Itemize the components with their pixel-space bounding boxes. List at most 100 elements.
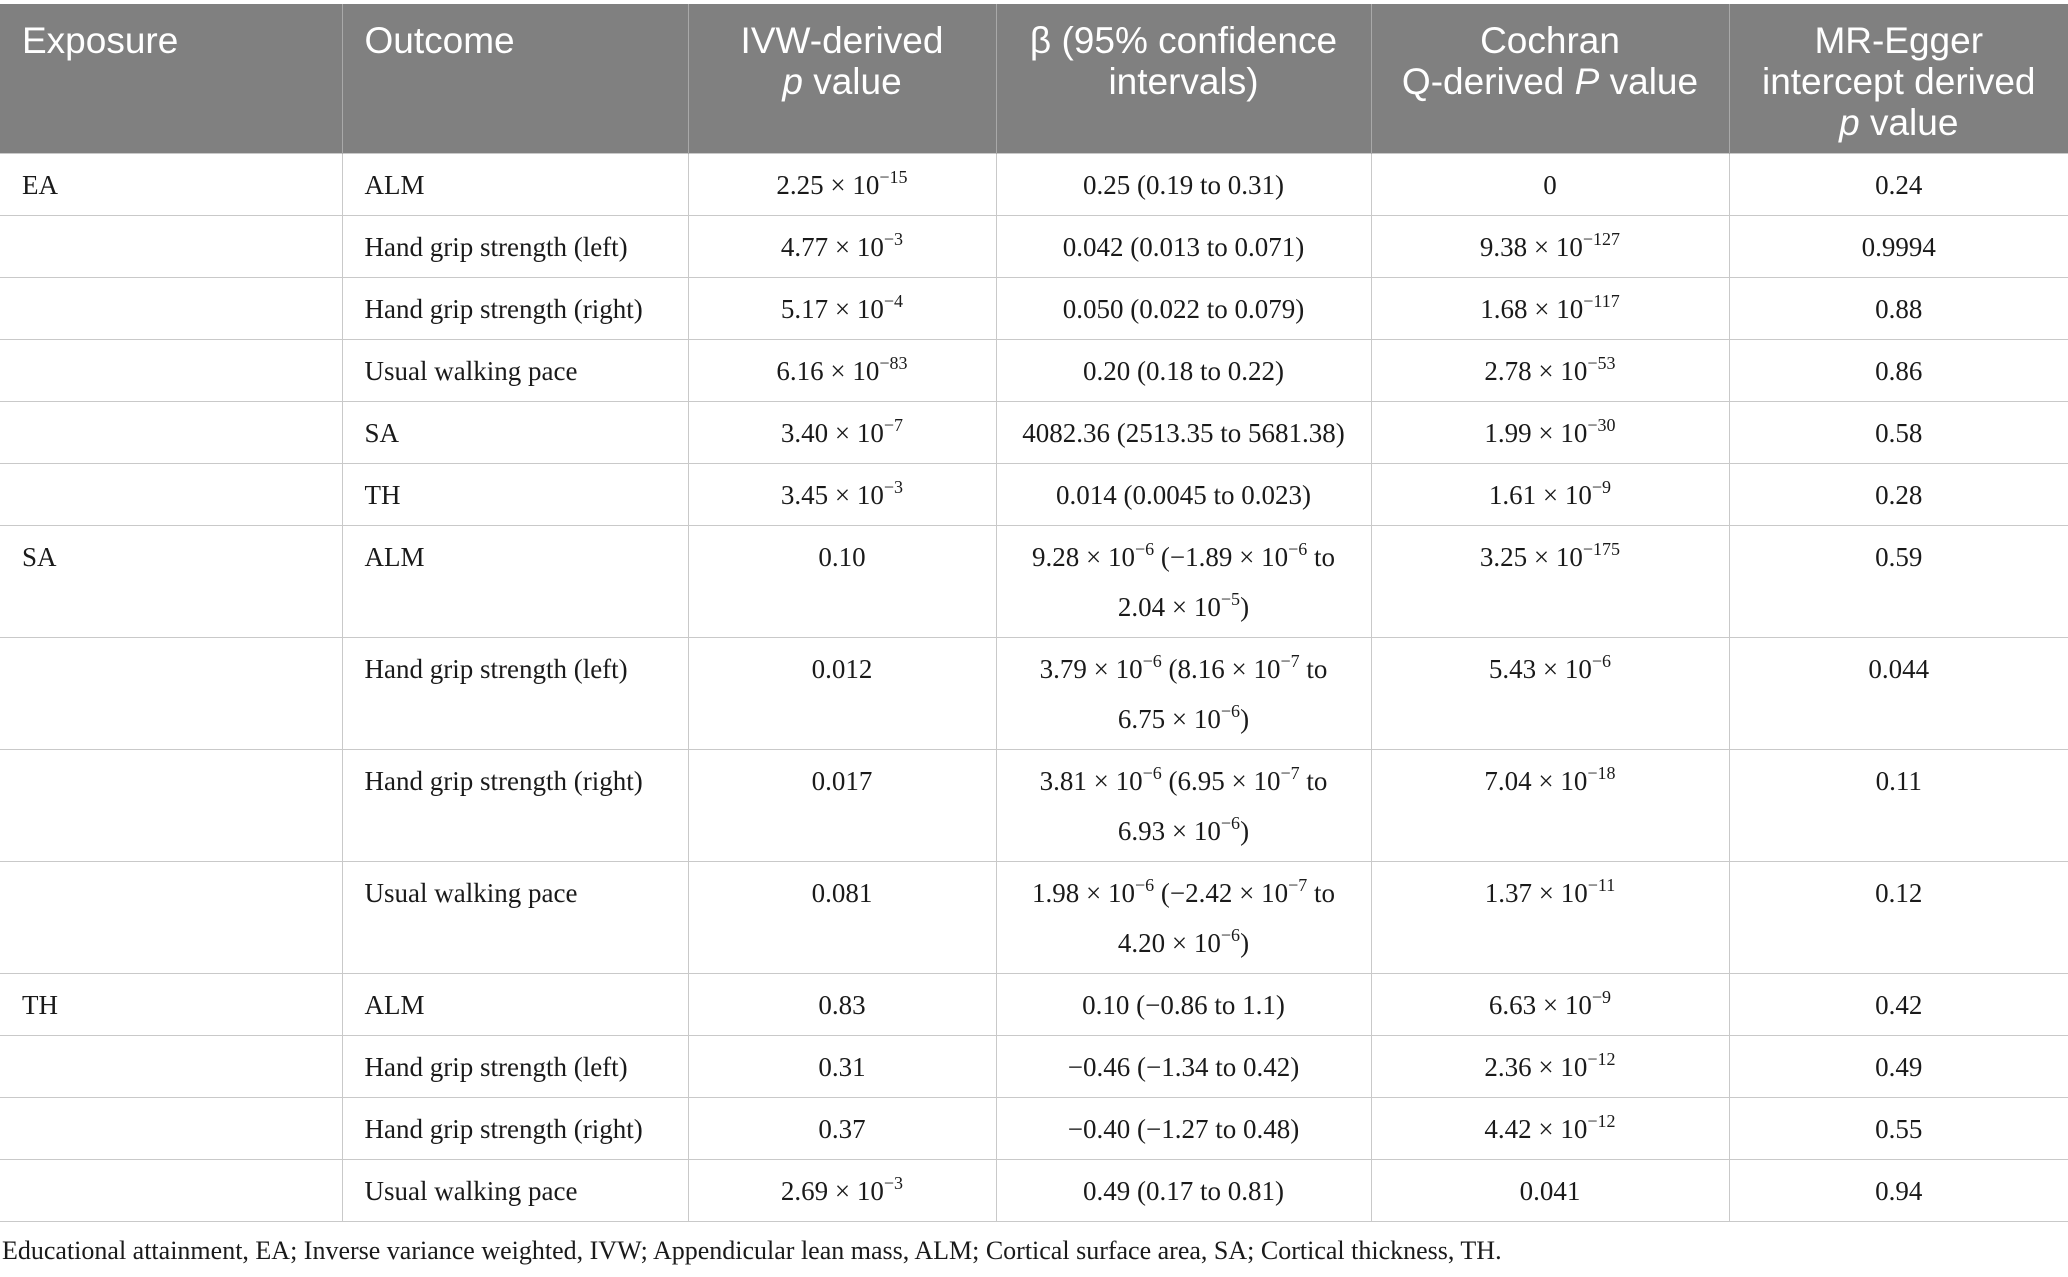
table-row: Usual walking pace 2.69 × 10−3 0.49 (0.17 … <box>0 1159 2068 1222</box>
table-row: Hand grip strength (right) 0.017 3.81 × 10… <box>0 749 2068 862</box>
cell-outcome: SA <box>341 401 688 464</box>
cell-beta-ci: 0.050 (0.022 to 0.079) <box>995 277 1371 340</box>
cell-cochran-p: 3.25 × 10−175 <box>1370 525 1729 638</box>
cell-exposure <box>0 463 342 526</box>
table-row: EA ALM 2.25 × 10−15 0.25 (0.19 to 0.31) 0 0.2… <box>0 153 2068 216</box>
cell-beta-ci: 0.042 (0.013 to 0.071) <box>995 215 1371 278</box>
table-row: Hand grip strength (left) 0.012 3.79 × 10−… <box>0 637 2068 750</box>
cell-ivw-p: 5.17 × 10−4 <box>687 277 996 340</box>
cell-exposure <box>0 1035 342 1098</box>
cell-egger-p: 0.55 <box>1728 1097 2068 1160</box>
cell-beta-ci: 0.014 (0.0045 to 0.023) <box>995 463 1371 526</box>
cell-beta-ci: −0.46 (−1.34 to 0.42) <box>995 1035 1371 1098</box>
header-beta: β (95% confidence intervals) <box>995 4 1371 154</box>
cell-egger-p: 0.86 <box>1728 339 2068 402</box>
table-row: Hand grip strength (left) 4.77 × 10−3 0.04… <box>0 215 2068 278</box>
cell-cochran-p: 1.68 × 10−117 <box>1370 277 1729 340</box>
cell-outcome: Hand grip strength (right) <box>341 277 688 340</box>
cell-egger-p: 0.12 <box>1728 861 2068 974</box>
table-row: Hand grip strength (right) 0.37 −0.40 (−1.… <box>0 1097 2068 1160</box>
cell-cochran-p: 1.37 × 10−11 <box>1370 861 1729 974</box>
cell-egger-p: 0.044 <box>1728 637 2068 750</box>
table-row: TH 3.45 × 10−3 0.014 (0.0045 to 0.023) 1.61… <box>0 463 2068 526</box>
cell-beta-ci: 3.79 × 10−6 (8.16 × 10−7 to 6.75 × 10−6) <box>995 637 1371 750</box>
table-row: Hand grip strength (left) 0.31 −0.46 (−1.3… <box>0 1035 2068 1098</box>
header-ivw: IVW-derived p value <box>687 4 996 154</box>
cell-ivw-p: 0.10 <box>687 525 996 638</box>
cell-egger-p: 0.94 <box>1728 1159 2068 1222</box>
header-cochran-line2: Q-derived P value <box>1401 61 1699 102</box>
cell-exposure <box>0 401 342 464</box>
cell-ivw-p: 0.012 <box>687 637 996 750</box>
cell-beta-ci: 0.20 (0.18 to 0.22) <box>995 339 1371 402</box>
cell-beta-ci: −0.40 (−1.27 to 0.48) <box>995 1097 1371 1160</box>
cell-exposure <box>0 749 342 862</box>
cell-beta-ci: 4082.36 (2513.35 to 5681.38) <box>995 401 1371 464</box>
cell-egger-p: 0.28 <box>1728 463 2068 526</box>
cell-cochran-p: 2.36 × 10−12 <box>1370 1035 1729 1098</box>
cell-ivw-p: 2.25 × 10−15 <box>687 153 996 216</box>
cell-exposure <box>0 277 342 340</box>
cell-outcome: TH <box>341 463 688 526</box>
cell-cochran-p: 2.78 × 10−53 <box>1370 339 1729 402</box>
table-footnote: Educational attainment, EA; Inverse vari… <box>2 1236 1502 1265</box>
cell-beta-ci: 0.25 (0.19 to 0.31) <box>995 153 1371 216</box>
cell-ivw-p: 0.017 <box>687 749 996 862</box>
cell-cochran-p: 9.38 × 10−127 <box>1370 215 1729 278</box>
cell-beta-ci: 1.98 × 10−6 (−2.42 × 10−7 to 4.20 × 10−6) <box>995 861 1371 974</box>
header-exposure: Exposure <box>0 4 342 154</box>
cell-beta-ci: 0.10 (−0.86 to 1.1) <box>995 973 1371 1036</box>
table-row: SA 3.40 × 10−7 4082.36 (2513.35 to 5681.38… <box>0 401 2068 464</box>
table-row: TH ALM 0.83 0.10 (−0.86 to 1.1) 6.63 × 10−9 0… <box>0 973 2068 1036</box>
results-table: Exposure Outcome IVW-derived p value β (9… <box>0 4 2068 1222</box>
cell-outcome: Hand grip strength (left) <box>341 637 688 750</box>
cell-cochran-p: 4.42 × 10−12 <box>1370 1097 1729 1160</box>
cell-ivw-p: 3.40 × 10−7 <box>687 401 996 464</box>
table-row: Usual walking pace 0.081 1.98 × 10−6 (−2.4… <box>0 861 2068 974</box>
table-row: SA ALM 0.10 9.28 × 10−6 (−1.89 × 10−6 to 2.0… <box>0 525 2068 638</box>
cell-cochran-p: 1.61 × 10−9 <box>1370 463 1729 526</box>
header-row: Exposure Outcome IVW-derived p value β (9… <box>0 4 2068 154</box>
cell-exposure <box>0 637 342 750</box>
cell-exposure: SA <box>0 525 342 638</box>
cell-outcome: ALM <box>341 525 688 638</box>
cell-egger-p: 0.59 <box>1728 525 2068 638</box>
cell-beta-ci: 3.81 × 10−6 (6.95 × 10−7 to 6.93 × 10−6) <box>995 749 1371 862</box>
cell-beta-ci: 9.28 × 10−6 (−1.89 × 10−6 to 2.04 × 10−5) <box>995 525 1371 638</box>
cell-outcome: Usual walking pace <box>341 861 688 974</box>
cell-exposure <box>0 339 342 402</box>
header-outcome: Outcome <box>341 4 688 154</box>
cell-outcome: Hand grip strength (right) <box>341 1097 688 1160</box>
cell-cochran-p: 0 <box>1370 153 1729 216</box>
header-cochran: Cochran Q-derived P value <box>1370 4 1729 154</box>
cell-outcome: Hand grip strength (right) <box>341 749 688 862</box>
cell-egger-p: 0.9994 <box>1728 215 2068 278</box>
cell-exposure <box>0 215 342 278</box>
cell-ivw-p: 0.081 <box>687 861 996 974</box>
table-row: Hand grip strength (right) 5.17 × 10−4 0.0… <box>0 277 2068 340</box>
cell-egger-p: 0.58 <box>1728 401 2068 464</box>
header-egger: MR-Egger intercept derived p value <box>1728 4 2068 154</box>
cell-egger-p: 0.11 <box>1728 749 2068 862</box>
cell-ivw-p: 0.37 <box>687 1097 996 1160</box>
header-egger-line3: p value <box>1839 102 1959 143</box>
cell-ivw-p: 6.16 × 10−83 <box>687 339 996 402</box>
cell-ivw-p: 0.83 <box>687 973 996 1036</box>
cell-outcome: Usual walking pace <box>341 339 688 402</box>
cell-exposure <box>0 1097 342 1160</box>
cell-cochran-p: 5.43 × 10−6 <box>1370 637 1729 750</box>
table-row: Usual walking pace 6.16 × 10−83 0.20 (0.18… <box>0 339 2068 402</box>
cell-outcome: Hand grip strength (left) <box>341 215 688 278</box>
header-ivw-line2: p value <box>782 61 902 102</box>
cell-ivw-p: 3.45 × 10−3 <box>687 463 996 526</box>
cell-egger-p: 0.49 <box>1728 1035 2068 1098</box>
cell-exposure <box>0 861 342 974</box>
cell-exposure: EA <box>0 153 342 216</box>
cell-exposure: TH <box>0 973 342 1036</box>
cell-ivw-p: 0.31 <box>687 1035 996 1098</box>
cell-cochran-p: 1.99 × 10−30 <box>1370 401 1729 464</box>
cell-egger-p: 0.42 <box>1728 973 2068 1036</box>
cell-egger-p: 0.88 <box>1728 277 2068 340</box>
cell-exposure <box>0 1159 342 1222</box>
cell-outcome: ALM <box>341 973 688 1036</box>
